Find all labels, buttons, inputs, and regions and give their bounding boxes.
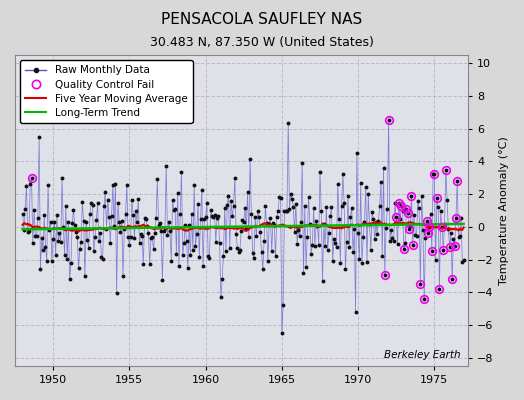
Text: 30.483 N, 87.350 W (United States): 30.483 N, 87.350 W (United States) bbox=[150, 36, 374, 49]
Legend: Raw Monthly Data, Quality Control Fail, Five Year Moving Average, Long-Term Tren: Raw Monthly Data, Quality Control Fail, … bbox=[20, 60, 192, 123]
Text: PENSACOLA SAUFLEY NAS: PENSACOLA SAUFLEY NAS bbox=[161, 12, 363, 27]
Text: Berkeley Earth: Berkeley Earth bbox=[385, 350, 461, 360]
Y-axis label: Temperature Anomaly (°C): Temperature Anomaly (°C) bbox=[499, 136, 509, 285]
